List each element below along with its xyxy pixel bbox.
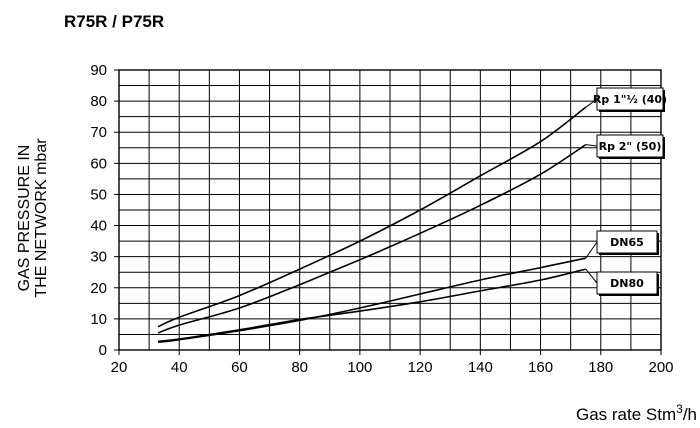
y-axis-label-line1-group: GAS PRESSURE IN (16, 145, 33, 292)
x-tick-label: 20 (111, 359, 128, 376)
y-tick-label: 50 (90, 186, 107, 203)
y-tick-label: 60 (90, 155, 107, 172)
series-label: Rp 2" (50) (599, 140, 662, 153)
y-tick-label: 0 (99, 342, 107, 359)
y-tick-label: 90 (90, 62, 107, 79)
series-label-connector (585, 144, 598, 147)
tick-labels: 0 10 20 30 40 50 60 70 80 90 20 40 60 80 100 120 140 160 1… (90, 62, 673, 376)
x-tick-label: 160 (528, 359, 553, 376)
series-line-3 (158, 268, 586, 343)
x-tick-label: 200 (648, 359, 673, 376)
y-axis-label-line1: GAS PRESSURE IN (16, 145, 33, 292)
y-axis-label-line2-group: THE NETWORK mbar (33, 138, 50, 298)
series-label-box (596, 87, 664, 111)
x-tick-label: 180 (588, 359, 613, 376)
y-tick-label: 20 (90, 280, 107, 297)
y-tick-label: 70 (90, 124, 107, 141)
series-label-box (596, 271, 658, 295)
grid (114, 69, 662, 355)
x-tick-label: 140 (468, 359, 493, 376)
series-line-0 (157, 106, 587, 328)
x-tick-label: 40 (171, 359, 188, 376)
x-tick-label: 100 (347, 359, 372, 376)
series-lines (157, 106, 587, 343)
series-label-box (596, 230, 658, 254)
x-tick-label: 80 (291, 359, 308, 376)
series-label-connector (585, 98, 598, 108)
x-axis-label-main: Gas rate Stm (576, 405, 676, 424)
y-tick-label: 30 (90, 249, 107, 266)
series-labels: Rp 1"½ (40) Rp 2" (50) DN65 DN80 (585, 87, 667, 296)
series-line-2 (158, 257, 586, 343)
x-axis-label-sup: 3 (676, 402, 683, 416)
x-axis-label: Gas rate Stm3/h (576, 402, 697, 424)
y-tick-label: 80 (90, 93, 107, 110)
series-line-1 (157, 144, 587, 334)
plot-frame (118, 69, 662, 351)
y-axis-label-line2: THE NETWORK mbar (33, 138, 50, 298)
x-tick-label: 120 (408, 359, 433, 376)
series-label: DN65 (610, 236, 644, 249)
series-label-connector (585, 241, 598, 259)
x-axis-label-tail: /h (683, 405, 697, 424)
series-label-connector (585, 268, 598, 284)
x-tick-label: 60 (231, 359, 248, 376)
series-label: Rp 1"½ (40) (593, 93, 667, 106)
series-label-box (596, 134, 664, 158)
series-label: DN80 (610, 277, 644, 290)
y-tick-label: 10 (90, 311, 107, 328)
chart-title: R75R / P75R (64, 12, 164, 31)
y-tick-label: 40 (90, 218, 107, 235)
